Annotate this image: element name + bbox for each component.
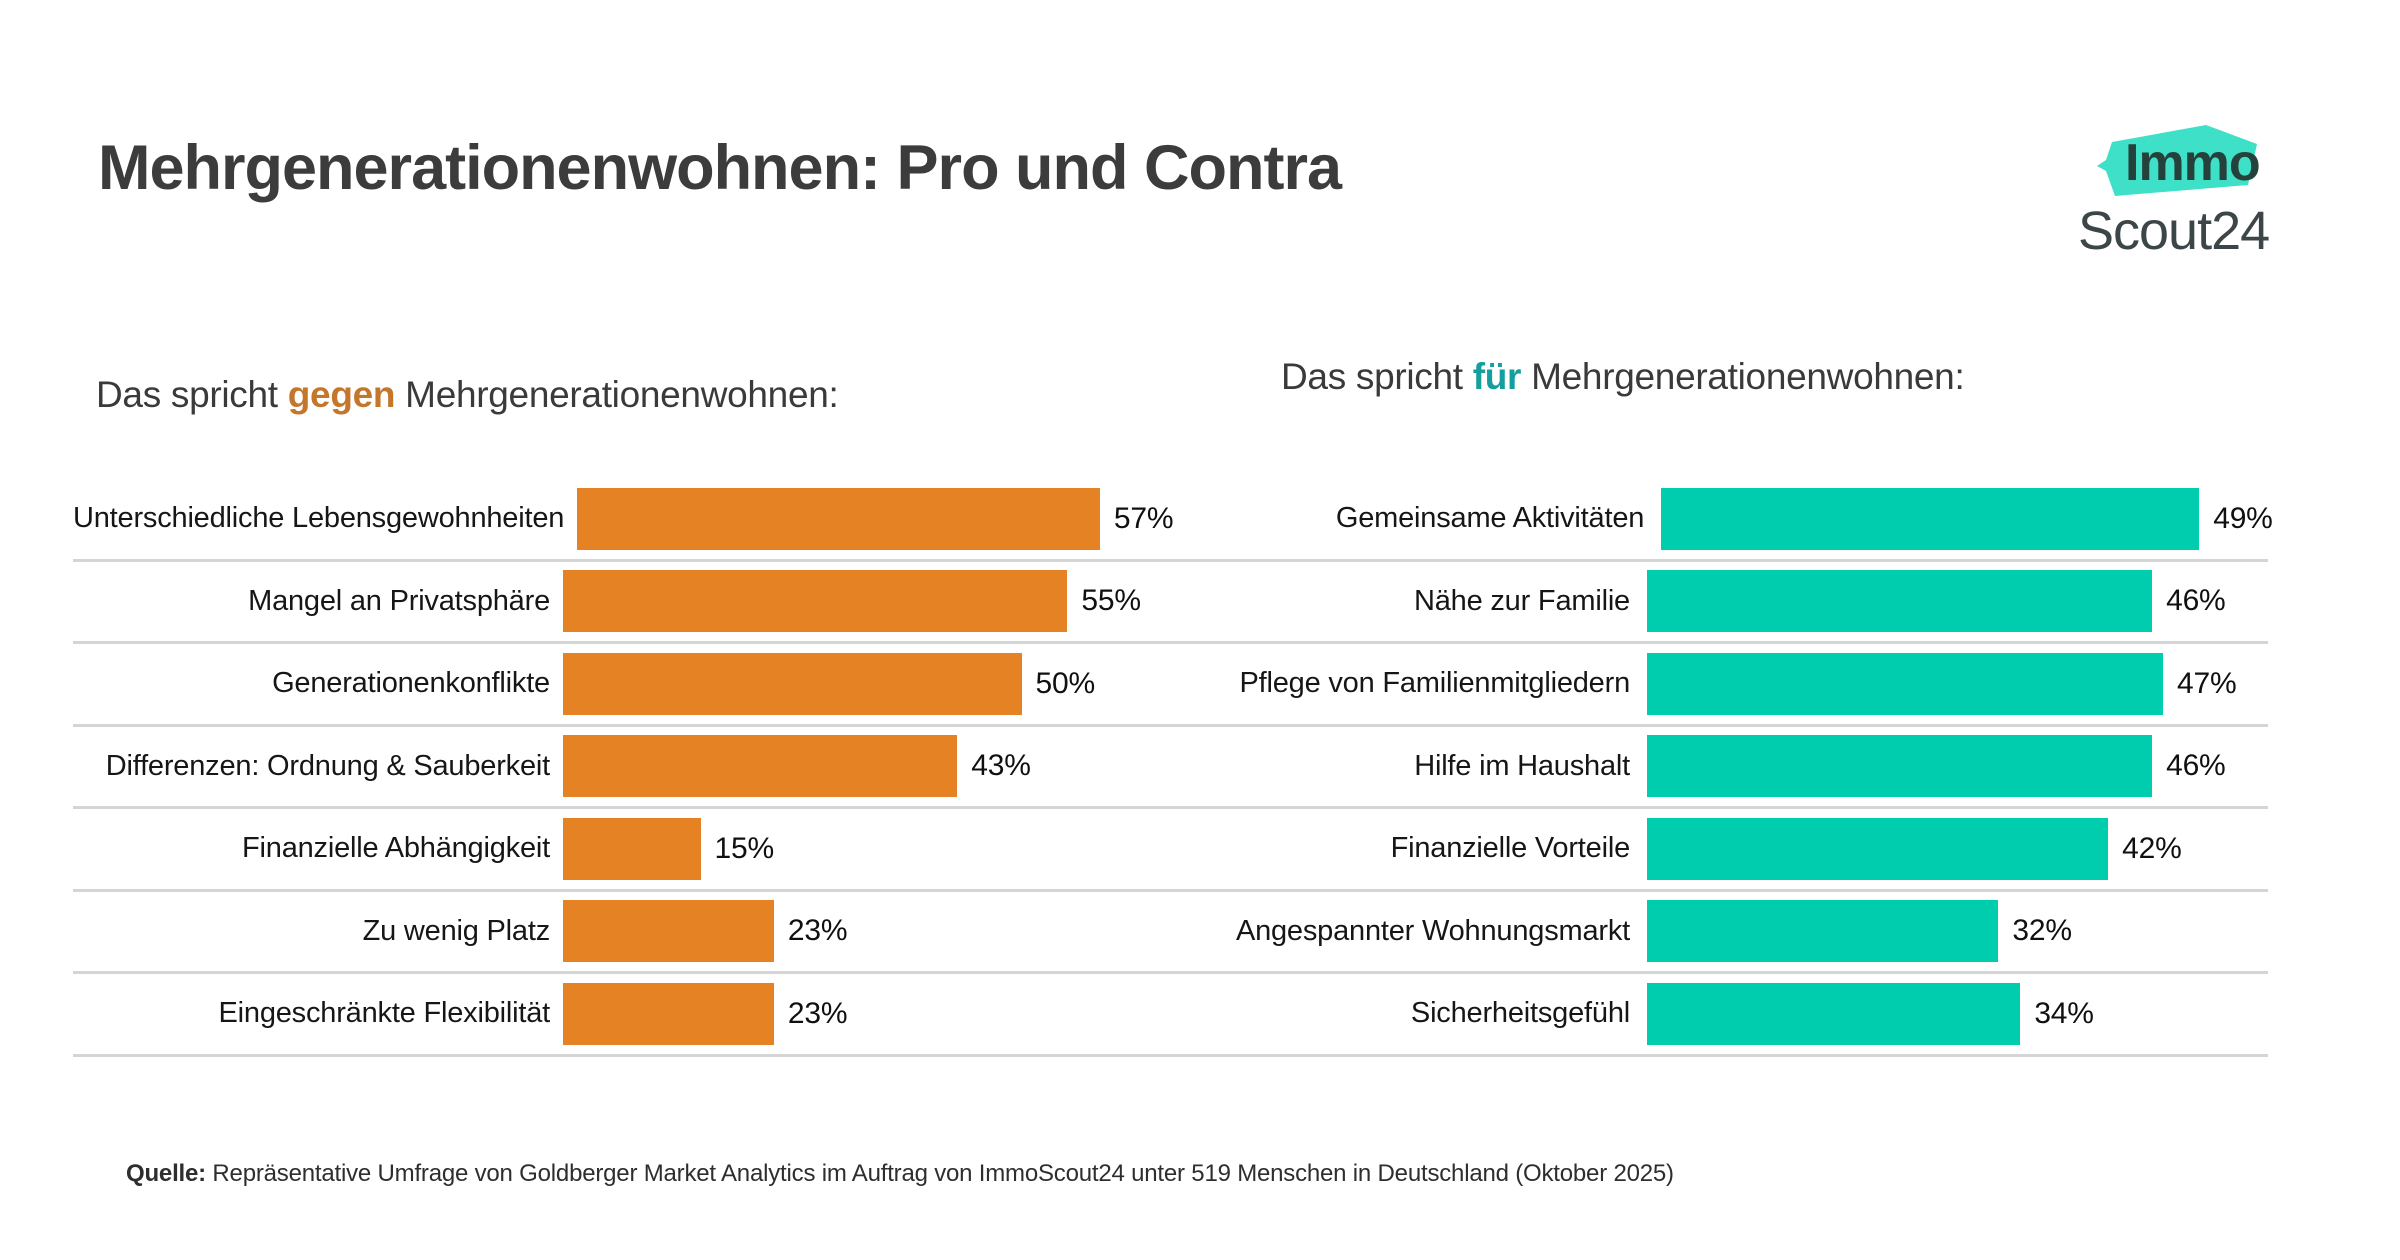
contra-title-keyword: gegen: [287, 374, 396, 415]
contra-row-label: Zu wenig Platz: [362, 914, 551, 947]
chart-row: Generationenkonflikte 50% Pflege von Fam…: [73, 644, 2268, 727]
chart-row: Unterschiedliche Lebensgewohnheiten 57% …: [73, 479, 2273, 562]
contra-bar-zone: 23%: [563, 982, 1163, 1045]
contra-row-label: Unterschiedliche Lebensgewohnheiten: [73, 502, 565, 535]
chart-row: Mangel an Privatsphäre 55% Nähe zur Fami…: [73, 562, 2268, 644]
pro-bar-zone: 46%: [1647, 735, 2268, 798]
source-note: Quelle: Repräsentative Umfrage von Goldb…: [126, 1160, 1674, 1188]
pro-bar-value: 47%: [2177, 666, 2237, 700]
logo-text-scout24: Scout24: [2078, 201, 2270, 261]
contra-bar-zone: 50%: [563, 652, 1163, 715]
contra-row-label: Eingeschränkte Flexibilität: [218, 997, 551, 1030]
contra-bar-value: 23%: [787, 914, 848, 948]
pro-bar-zone: 32%: [1647, 900, 2268, 963]
pro-row-label: Angespannter Wohnungsmarkt: [1235, 914, 1630, 947]
pro-title-keyword: für: [1472, 356, 1522, 397]
logo-badge: Immo: [2097, 123, 2261, 197]
pro-bar: [1647, 982, 2021, 1045]
pro-bar-value: 49%: [2213, 501, 2273, 535]
contra-bar: [563, 900, 774, 963]
contra-bar-value: 15%: [714, 831, 775, 865]
pro-bar: [1647, 570, 2153, 633]
pro-chart-title: Das spricht für Mehrgenerationenwohnen:: [1281, 356, 1965, 398]
contra-bar: [563, 982, 774, 1045]
pro-bar: [1647, 817, 2109, 880]
contra-bar: [563, 735, 958, 798]
contra-bar: [577, 487, 1100, 550]
pro-row-label: Sicherheitsgefühl: [1410, 997, 1630, 1030]
contra-bar: [563, 652, 1022, 715]
source-label: Quelle:: [126, 1160, 206, 1187]
contra-bar-value: 55%: [1081, 584, 1141, 618]
pro-row-label: Gemeinsame Aktivitäten: [1335, 502, 1645, 535]
contra-bar-zone: 15%: [563, 817, 1163, 880]
logo-text-immo: Immo: [2125, 134, 2261, 192]
chart-row: Zu wenig Platz 23% Angespannter Wohnungs…: [73, 892, 2268, 974]
contra-row-label: Generationenkonflikte: [272, 667, 550, 700]
contra-bar-value: 57%: [1113, 501, 1174, 535]
contra-row-label: Finanzielle Abhängigkeit: [242, 832, 550, 865]
chart-rows: Unterschiedliche Lebensgewohnheiten 57% …: [73, 479, 2273, 1057]
pro-bar: [1647, 735, 2153, 798]
pro-bar-zone: 34%: [1647, 982, 2268, 1045]
contra-row-label: Differenzen: Ordnung & Sauberkeit: [105, 749, 550, 782]
contra-title-suffix: Mehrgenerationenwohnen:: [395, 374, 839, 415]
contra-bar-value: 43%: [971, 749, 1031, 783]
contra-chart-title: Das spricht gegen Mehrgenerationenwohnen…: [96, 374, 839, 416]
chart-row: Differenzen: Ordnung & Sauberkeit 43% Hi…: [73, 727, 2268, 809]
chart-row: Finanzielle Abhängigkeit 15% Finanzielle…: [73, 809, 2268, 892]
pro-bar: [1661, 487, 2200, 550]
contra-bar: [563, 817, 701, 880]
page-title: Mehrgenerationenwohnen: Pro und Contra: [98, 133, 1342, 203]
pro-bar-value: 32%: [2012, 914, 2072, 948]
contra-bar: [563, 570, 1068, 633]
pro-title-suffix: Mehrgenerationenwohnen:: [1521, 356, 1965, 397]
contra-row-label: Mangel an Privatsphäre: [248, 584, 550, 617]
pro-bar-zone: 49%: [1661, 487, 2273, 550]
pro-bar-zone: 42%: [1647, 817, 2268, 880]
pro-bar: [1647, 900, 1999, 963]
pro-bar-value: 46%: [2166, 584, 2226, 618]
contra-bar-zone: 43%: [563, 735, 1163, 798]
pro-row-label: Nähe zur Familie: [1414, 584, 1630, 617]
pro-row-label: Finanzielle Vorteile: [1390, 832, 1631, 865]
pro-bar-zone: 46%: [1647, 570, 2268, 633]
contra-bar-value: 23%: [787, 996, 848, 1030]
source-text: Repräsentative Umfrage von Goldberger Ma…: [205, 1160, 1674, 1187]
pro-bar-value: 46%: [2166, 749, 2226, 783]
contra-bar-value: 50%: [1035, 666, 1096, 700]
chart-row: Eingeschränkte Flexibilität 23% Sicherhe…: [73, 974, 2268, 1057]
pro-title-prefix: Das spricht: [1281, 356, 1473, 397]
immoscout24-logo: Immo Scout24: [2078, 123, 2298, 262]
pro-bar-value: 34%: [2034, 996, 2094, 1030]
pro-row-label: Pflege von Familienmitgliedern: [1239, 667, 1630, 700]
pro-row-label: Hilfe im Haushalt: [1414, 749, 1630, 782]
contra-title-prefix: Das spricht: [96, 374, 288, 415]
pro-bar-value: 42%: [2122, 831, 2182, 865]
pro-bar-zone: 47%: [1647, 652, 2268, 715]
contra-bar-zone: 23%: [563, 900, 1163, 963]
pro-bar: [1647, 652, 2164, 715]
logo-badge-shape-icon: [2097, 125, 2257, 196]
contra-bar-zone: 55%: [563, 570, 1163, 633]
contra-bar-zone: 57%: [577, 487, 1177, 550]
